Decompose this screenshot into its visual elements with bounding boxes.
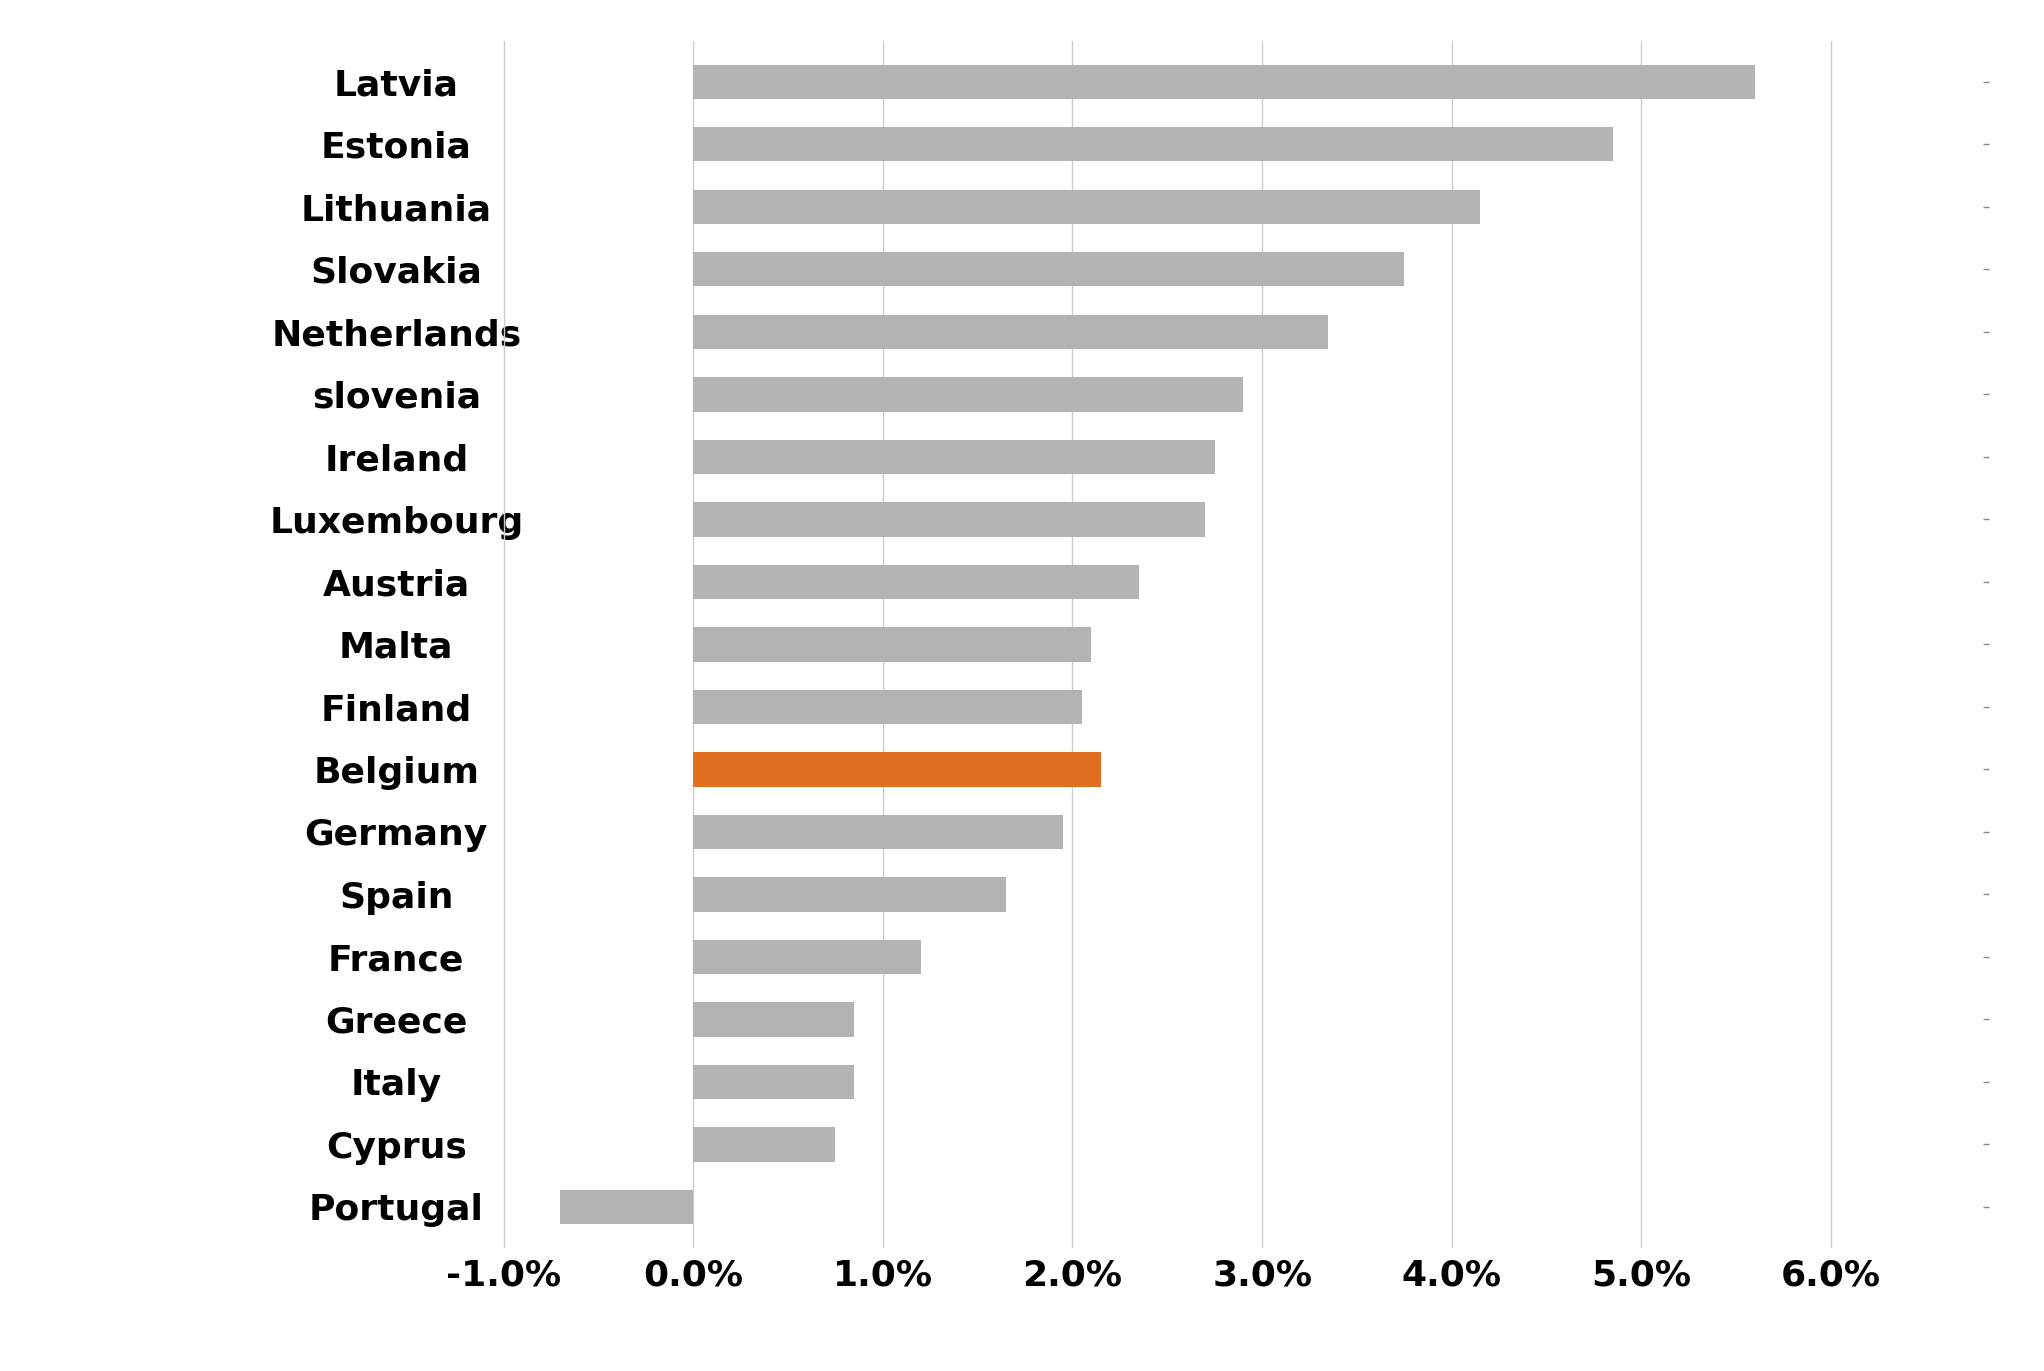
Bar <box>693 314 1329 350</box>
Bar <box>693 565 1139 599</box>
Bar <box>693 440 1214 474</box>
Bar <box>693 753 1102 787</box>
Bar <box>693 1127 836 1161</box>
Bar <box>693 877 1006 912</box>
Bar <box>693 1002 854 1036</box>
Bar <box>693 189 1480 223</box>
Bar <box>693 377 1243 411</box>
Bar <box>693 252 1404 287</box>
Bar <box>693 627 1091 662</box>
Bar <box>693 128 1613 162</box>
Bar <box>693 1065 854 1100</box>
Bar <box>560 1190 693 1224</box>
Bar <box>693 814 1063 849</box>
Bar <box>693 690 1081 724</box>
Bar <box>693 502 1206 536</box>
Bar <box>693 939 920 975</box>
Bar <box>693 64 1756 99</box>
